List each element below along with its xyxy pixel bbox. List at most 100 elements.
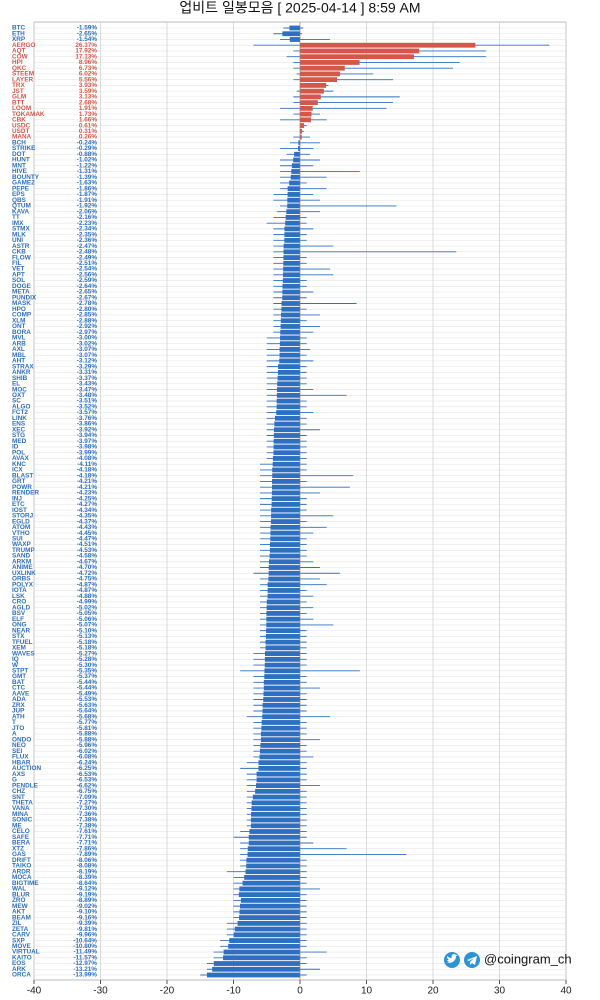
bar: [282, 31, 300, 37]
plot-area: -40 -30 -20 -10 0 10 20 30 40 BTC -1.59% ETH -2.65% X…: [12, 21, 572, 997]
ticker-label: ATH: [12, 713, 25, 720]
bar: [300, 134, 302, 140]
bar: [300, 60, 360, 65]
bar: [269, 553, 300, 559]
x-tick-label: -40: [27, 986, 42, 997]
bar: [270, 519, 300, 524]
ticker-label: LINK: [12, 415, 27, 422]
ticker-label: KNC: [12, 461, 26, 468]
bar: [285, 214, 300, 220]
value-label: -5.28%: [77, 656, 98, 663]
bar: [300, 71, 341, 77]
bar: [272, 479, 300, 484]
value-label: -3.07%: [77, 352, 98, 359]
ticker-label: AQT: [12, 48, 26, 55]
value-label: -8.89%: [77, 897, 98, 904]
value-label: -5.44%: [77, 685, 98, 692]
bar: [279, 358, 300, 364]
bar: [280, 324, 300, 329]
ticker-label: LSK: [12, 593, 25, 600]
value-label: -3.31%: [77, 369, 98, 376]
bar: [272, 473, 300, 479]
value-label: -0.88%: [77, 151, 98, 158]
value-label: 6.02%: [79, 71, 97, 78]
value-label: -2.34%: [77, 226, 98, 233]
bar: [265, 645, 300, 651]
ticker-label: ORCA: [12, 972, 31, 979]
value-label: -7.38%: [77, 822, 98, 829]
ticker-label: SAND: [12, 553, 30, 560]
bar: [279, 341, 300, 347]
value-label: -7.36%: [77, 811, 98, 818]
value-label: -5.10%: [77, 627, 98, 634]
ticker-label: ALGO: [12, 403, 30, 410]
value-label: -6.24%: [77, 759, 98, 766]
bar: [300, 105, 313, 111]
ticker-label: STRAX: [12, 363, 34, 370]
bar: [263, 691, 300, 697]
bar: [263, 685, 300, 691]
bar: [268, 570, 300, 576]
ticker-label: RENDER: [12, 490, 39, 497]
bar: [266, 616, 300, 622]
value-label: -3.86%: [77, 421, 98, 428]
value-label: -4.88%: [77, 593, 98, 600]
value-label: -1.54%: [77, 36, 98, 43]
ticker-label: AERGO: [12, 42, 35, 49]
bar: [273, 450, 300, 456]
value-label: 1.73%: [79, 111, 97, 118]
ticker-label: MOCA: [12, 874, 32, 881]
value-label: -2.54%: [77, 266, 98, 273]
bar: [266, 605, 300, 611]
ticker-label: STRIKE: [12, 145, 36, 152]
bar: [258, 765, 300, 771]
value-label: -2.35%: [77, 231, 98, 238]
ticker-label: QKC: [12, 65, 27, 72]
value-label: -3.29%: [77, 363, 98, 370]
ticker-label: META: [12, 289, 30, 296]
twitter-glyph: [447, 954, 458, 963]
bar: [298, 146, 300, 151]
bar: [239, 886, 300, 892]
ticker-label: TRX: [12, 82, 26, 89]
bar: [223, 949, 300, 955]
value-label: -1.91%: [77, 197, 98, 204]
value-label: -4.87%: [77, 587, 98, 594]
ticker-label: AXS: [12, 771, 26, 778]
ticker-label: XEM: [12, 645, 26, 652]
value-label: -3.99%: [77, 449, 98, 456]
ticker-label: XRP: [12, 36, 26, 43]
bar: [251, 800, 300, 806]
x-tick-label: 40: [560, 986, 572, 997]
value-label: -5.96%: [77, 742, 98, 749]
value-label: -5.06%: [77, 616, 98, 623]
ticker-label: IMX: [12, 220, 24, 227]
value-label: -3.94%: [77, 432, 98, 439]
bar: [281, 312, 300, 318]
ticker-label: STG: [12, 432, 25, 439]
value-label: 6.73%: [79, 65, 97, 72]
ticker-label: ADA: [12, 696, 26, 703]
ticker-label: AAVE: [12, 690, 30, 697]
bar: [290, 174, 300, 180]
value-label: -4.11%: [77, 461, 97, 468]
value-label: -3.57%: [77, 409, 98, 416]
bar: [272, 461, 300, 467]
bar: [300, 77, 337, 83]
bar: [287, 186, 300, 192]
value-label: -9.10%: [77, 909, 98, 916]
bar: [265, 633, 300, 639]
value-label: -2.23%: [77, 220, 98, 227]
ticker-label: SC: [12, 398, 21, 405]
ticker-label: GMT: [12, 673, 26, 680]
value-label: -3.48%: [77, 392, 98, 399]
ticker-label: STORJ: [12, 513, 34, 520]
ticker-label: CARV: [12, 932, 31, 939]
value-label: -2.78%: [77, 300, 98, 307]
value-label: -13.99%: [73, 972, 97, 979]
bar: [228, 943, 300, 949]
value-label: -3.51%: [77, 398, 98, 405]
ticker-label: MVL: [12, 335, 26, 342]
value-label: -9.81%: [77, 926, 98, 933]
value-label: -7.86%: [77, 845, 98, 852]
